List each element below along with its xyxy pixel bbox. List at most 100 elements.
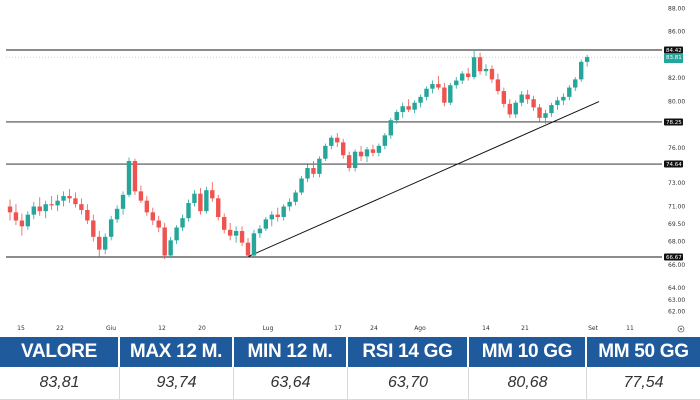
candle-body-16 bbox=[103, 236, 108, 250]
candle-body-88 bbox=[531, 99, 536, 108]
candle-body-67 bbox=[406, 106, 411, 110]
candle-body-82 bbox=[495, 79, 501, 92]
settings-gear-icon[interactable] bbox=[677, 325, 685, 333]
candle-body-44 bbox=[269, 214, 274, 220]
candle-body-59 bbox=[358, 151, 364, 157]
y-tick-label-10: 69.50 bbox=[668, 221, 685, 228]
stats-header-valore: VALORE bbox=[0, 337, 118, 367]
candle-body-49 bbox=[299, 178, 304, 193]
candle-body-64 bbox=[388, 120, 393, 136]
candle-body-38 bbox=[233, 230, 239, 236]
level-tag-bg-3 bbox=[664, 253, 683, 261]
candle-body-35 bbox=[216, 198, 221, 217]
level-tag-bg-2 bbox=[664, 160, 683, 168]
x-tick-label-4: 20 bbox=[198, 325, 206, 332]
x-tick-label-10: 21 bbox=[521, 325, 529, 332]
chart-svg[interactable]: 88.00 86.00 82.00 80.00 76.00 73.00 71.00 69.50… bbox=[0, 0, 700, 336]
candle-body-51 bbox=[311, 168, 316, 174]
x-tick-label-6: 17 bbox=[334, 325, 342, 332]
x-tick-label-12: 11 bbox=[626, 325, 634, 332]
candle-body-50 bbox=[305, 168, 310, 179]
candle-body-81 bbox=[489, 68, 495, 80]
y-tick-label-13: 66.00 bbox=[668, 262, 685, 269]
candle-body-22 bbox=[138, 191, 144, 201]
x-tick-label-5: Lug bbox=[263, 325, 274, 332]
candle-body-66 bbox=[400, 106, 405, 113]
candle-body-28 bbox=[174, 227, 179, 241]
candle-body-1 bbox=[13, 212, 19, 221]
candle-body-10 bbox=[67, 196, 72, 199]
candle-body-24 bbox=[150, 212, 155, 221]
candle-body-13 bbox=[85, 210, 90, 221]
candle-body-79 bbox=[477, 57, 483, 72]
candle-body-19 bbox=[120, 194, 126, 209]
candle-body-69 bbox=[418, 96, 423, 103]
candle-body-12 bbox=[79, 204, 84, 211]
stats-table: VALORE MAX 12 M. MIN 12 M. RSI 14 GG MM … bbox=[0, 337, 700, 400]
candle-body-2 bbox=[19, 220, 25, 227]
settings-gear-icon-center bbox=[680, 328, 682, 330]
stats-header-mm-50gg: MM 50 GG bbox=[587, 337, 700, 367]
candle-body-65 bbox=[394, 112, 399, 121]
level-tag-bg-0 bbox=[664, 46, 683, 54]
y-tick-label-14: 64.00 bbox=[668, 285, 685, 292]
candle-body-68 bbox=[412, 102, 417, 110]
stats-value-max-12m: 93,74 bbox=[120, 367, 234, 400]
candle-body-11 bbox=[73, 198, 78, 205]
level-tag-label-2: 74.64 bbox=[666, 162, 682, 168]
candle-body-60 bbox=[364, 149, 370, 157]
y-tick-label-1: 86.00 bbox=[668, 29, 685, 36]
price-chart[interactable]: 88.00 86.00 82.00 80.00 76.00 73.00 71.00 69.50… bbox=[0, 0, 700, 336]
candle-body-17 bbox=[108, 219, 114, 237]
candle-body-36 bbox=[222, 216, 227, 230]
candle-body-89 bbox=[537, 107, 542, 118]
candle-body-73 bbox=[442, 87, 447, 103]
candle-body-45 bbox=[275, 214, 280, 217]
candle-body-33 bbox=[204, 190, 209, 212]
candle-body-46 bbox=[281, 206, 286, 217]
candle-body-58 bbox=[352, 151, 358, 169]
candle-body-34 bbox=[210, 190, 215, 199]
x-tick-label-2: Giu bbox=[106, 325, 116, 332]
stats-header-max-12m: MAX 12 M. bbox=[120, 337, 232, 367]
level-tag-label-0: 84.42 bbox=[666, 48, 682, 54]
stats-header-mm-10gg: MM 10 GG bbox=[469, 337, 585, 367]
candle-body-15 bbox=[97, 236, 102, 250]
candle-body-48 bbox=[293, 192, 298, 202]
candle-body-61 bbox=[370, 149, 376, 153]
candle-body-37 bbox=[227, 229, 233, 236]
y-tick-label-6: 76.00 bbox=[668, 145, 685, 152]
candle-body-77 bbox=[465, 73, 471, 78]
candle-body-43 bbox=[263, 219, 269, 229]
candle-body-84 bbox=[507, 103, 512, 115]
x-tick-label-1: 22 bbox=[56, 325, 64, 332]
candle-body-94 bbox=[567, 87, 572, 97]
x-tick-label-3: 12 bbox=[158, 325, 166, 332]
candle-body-71 bbox=[430, 84, 435, 89]
candle-body-47 bbox=[287, 201, 292, 207]
stats-header-rsi-14gg: RSI 14 GG bbox=[348, 337, 467, 367]
y-tick-label-15: 63.00 bbox=[668, 297, 685, 304]
trendline bbox=[247, 101, 600, 258]
candle-body-95 bbox=[573, 79, 578, 88]
y-tick-label-4: 80.00 bbox=[668, 99, 685, 106]
candle-body-4 bbox=[31, 206, 36, 215]
candle-body-78 bbox=[471, 57, 477, 78]
candle-body-9 bbox=[61, 196, 66, 201]
candle-body-21 bbox=[132, 161, 138, 192]
candle-body-42 bbox=[257, 228, 263, 234]
candle-body-30 bbox=[186, 203, 191, 219]
candle-body-90 bbox=[543, 113, 548, 118]
candle-body-57 bbox=[346, 155, 352, 169]
candle-body-75 bbox=[454, 80, 459, 86]
candle-body-5 bbox=[37, 206, 42, 212]
candle-body-40 bbox=[245, 242, 251, 256]
candle-body-72 bbox=[436, 84, 441, 88]
candle-body-62 bbox=[376, 145, 382, 153]
candle-body-96 bbox=[579, 61, 584, 80]
candle-body-56 bbox=[341, 142, 346, 156]
x-tick-label-11: Set bbox=[588, 325, 599, 332]
candle-body-70 bbox=[424, 88, 429, 97]
candle-body-31 bbox=[192, 193, 197, 204]
y-tick-label-0: 88.00 bbox=[668, 5, 685, 12]
